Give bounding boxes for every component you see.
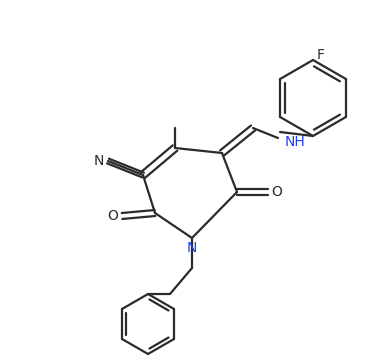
- Text: N: N: [94, 154, 104, 168]
- Text: O: O: [107, 209, 118, 223]
- Text: F: F: [317, 48, 325, 62]
- Text: O: O: [272, 185, 283, 199]
- Text: N: N: [187, 241, 197, 255]
- Text: NH: NH: [285, 135, 306, 149]
